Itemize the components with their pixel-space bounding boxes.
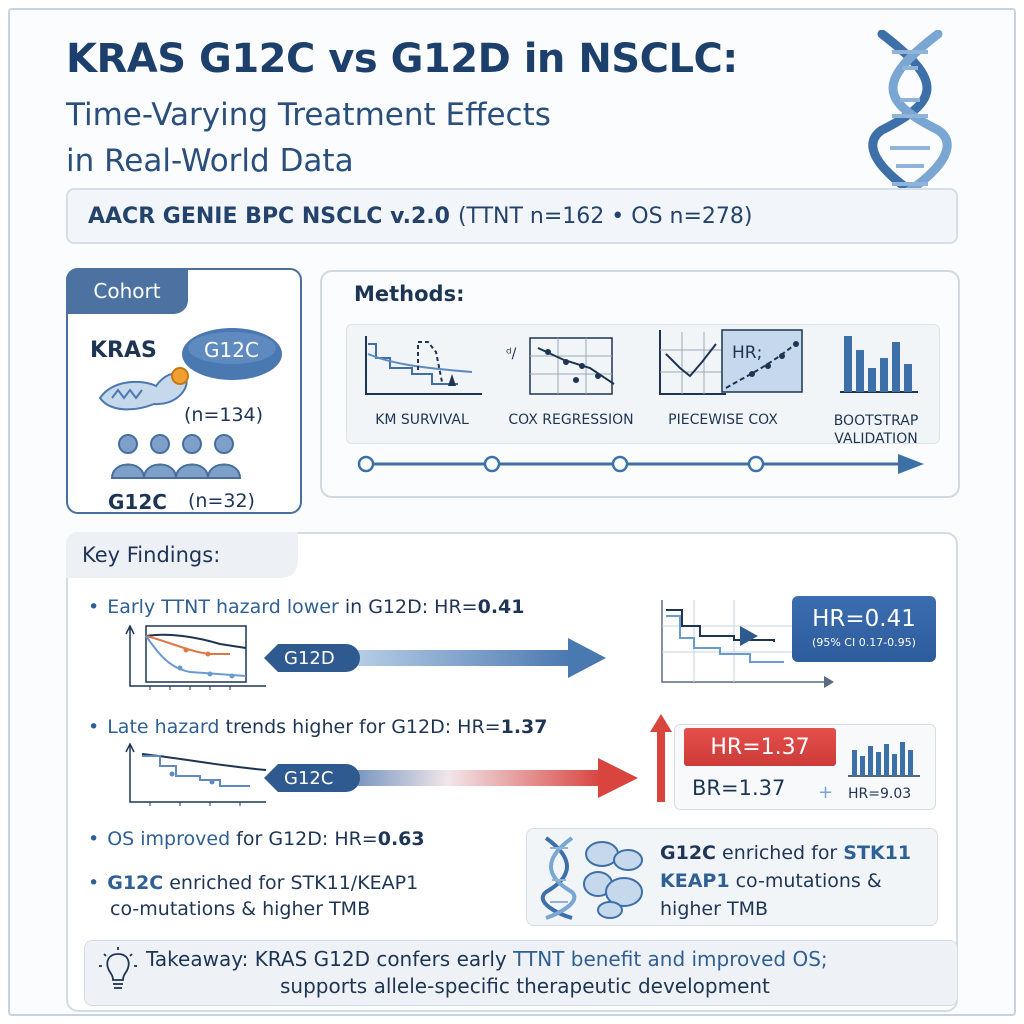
km-chart-early xyxy=(125,624,266,690)
cohort-n-top: (n=134) xyxy=(184,404,264,426)
bullet-icon: • xyxy=(88,596,100,618)
takeaway-text: Takeaway: KRAS G12D confers early TTNT b… xyxy=(146,946,828,1000)
patients-group-icon xyxy=(110,434,242,479)
bullet-icon: • xyxy=(88,872,100,894)
dataset-name: AACR GENIE BPC NSCLC v.2.0 xyxy=(88,203,450,229)
finding-3-text: for G12D: HR= xyxy=(230,828,378,850)
finding-4-text: enriched for STK11/KEAP1 xyxy=(163,872,419,894)
cohort-gene: KRAS xyxy=(90,338,157,363)
cross-marker: + xyxy=(818,782,834,803)
kras-protein-icon xyxy=(98,328,282,411)
mini-histogram-icon xyxy=(848,742,920,777)
dataset-counts: (TTNT n=162 • OS n=278) xyxy=(457,203,753,229)
comut-stk11: STK11 xyxy=(843,842,912,864)
method-label-bootstrap: BOOTSTRAP VALIDATION xyxy=(833,413,919,447)
finding-3-highlight: OS improved xyxy=(107,828,231,850)
comut-line-3: higher TMB xyxy=(660,898,768,920)
svg-text:ᵈ/: ᵈ/ xyxy=(506,346,517,362)
subtitle-line-2: in Real-World Data xyxy=(66,143,354,179)
cox-plot-icon: ᵈ/ xyxy=(506,337,615,395)
cohort-allele-badge: G12C xyxy=(204,338,259,362)
finding-2-value: 1.37 xyxy=(500,716,548,738)
hr-ci-value: (95% CI 0.17-0.95) xyxy=(812,636,916,649)
cohort-tab: Cohort xyxy=(66,268,188,314)
br-value: BR=1.37 xyxy=(692,776,786,800)
hr-result-box: HR=0.41 (95% CI 0.17-0.95) xyxy=(792,596,936,662)
finding-early-ttnt: • Early TTNT hazard lower in G12D: HR=0.4… xyxy=(88,596,524,618)
subtitle-line-1: Time-Varying Treatment Effects xyxy=(66,97,551,133)
finding-comutation: • G12C enriched for STK11/KEAP1 xyxy=(88,872,418,894)
lightbulb-icon xyxy=(99,947,137,989)
km-chart-late xyxy=(125,742,267,806)
finding-4-highlight: G12C xyxy=(107,872,164,894)
finding-2-text: trends higher for G12D: HR= xyxy=(219,716,501,738)
hr-late-value: HR=1.37 xyxy=(684,728,836,766)
dataset-banner: AACR GENIE BPC NSCLC v.2.0 (TTNT n=162 •… xyxy=(66,188,958,244)
bullet-icon: • xyxy=(88,716,100,738)
comut-line-1: G12C enriched for STK11 xyxy=(660,842,911,864)
bullet-icon: • xyxy=(88,828,100,850)
page-title: KRAS G12C vs G12D in NSCLC: xyxy=(66,36,738,82)
takeaway-line2: supports allele-specific therapeutic dev… xyxy=(280,974,770,998)
hr-small-value: HR=9.03 xyxy=(848,786,912,802)
arrow-blue xyxy=(264,638,606,678)
protein-cluster-icon xyxy=(583,841,643,919)
cohort-n-bottom: (n=32) xyxy=(188,490,255,512)
dna-helix-icon xyxy=(868,30,952,210)
comut-comutations: co-mutations & xyxy=(729,870,882,892)
comut-enriched: enriched for xyxy=(715,842,844,864)
pill-g12c: G12C xyxy=(284,768,334,789)
takeaway-panel xyxy=(84,940,958,1006)
takeaway-line1b: TTNT benefit and improved OS; xyxy=(513,947,828,971)
histogram-icon xyxy=(840,336,918,393)
method-label-km: KM SURVIVAL xyxy=(375,412,469,428)
takeaway-line1a: KRAS G12D confers early xyxy=(254,947,514,971)
dna-small-icon xyxy=(541,836,577,920)
finding-late-hazard: • Late hazard trends higher for G12D: HR=… xyxy=(88,716,547,738)
comut-line-2: KEAP1 co-mutations & xyxy=(660,870,882,892)
cohort-allele-bottom: G12C xyxy=(108,490,167,514)
piecewise-hr-icon: HR; xyxy=(659,329,803,395)
findings-title: Key Findings: xyxy=(66,532,298,578)
finding-1-value: 0.41 xyxy=(477,596,525,618)
finding-2-highlight: Late hazard xyxy=(107,716,220,738)
pill-g12d: G12D xyxy=(284,648,335,669)
finding-3-value: 0.63 xyxy=(377,828,425,850)
hr-main-value: HR=0.41 xyxy=(812,606,916,632)
takeaway-label: Takeaway: xyxy=(146,947,249,971)
comut-keap1: KEAP1 xyxy=(660,870,730,892)
finding-1-highlight: Early TTNT hazard lower xyxy=(107,596,339,618)
km-curve-icon xyxy=(365,336,482,395)
methods-title: Methods: xyxy=(354,282,465,306)
finding-4-line2: co-mutations & higher TMB xyxy=(110,898,371,920)
km-chart-right xyxy=(661,600,834,688)
method-label-piecewise: PIECEWISE COX xyxy=(668,412,778,428)
methods-timeline xyxy=(357,454,924,474)
finding-1-text: in G12D: HR= xyxy=(338,596,478,618)
finding-os: • OS improved for G12D: HR=0.63 xyxy=(88,828,425,850)
arrow-up-red-icon xyxy=(650,714,672,802)
piecewise-icon-text: HR; xyxy=(732,343,762,363)
method-label-cox: COX REGRESSION xyxy=(508,412,634,428)
arrow-red xyxy=(264,758,638,798)
page-subtitle: Time-Varying Treatment Effects in Real-W… xyxy=(66,92,551,184)
comut-g12c: G12C xyxy=(660,842,716,864)
